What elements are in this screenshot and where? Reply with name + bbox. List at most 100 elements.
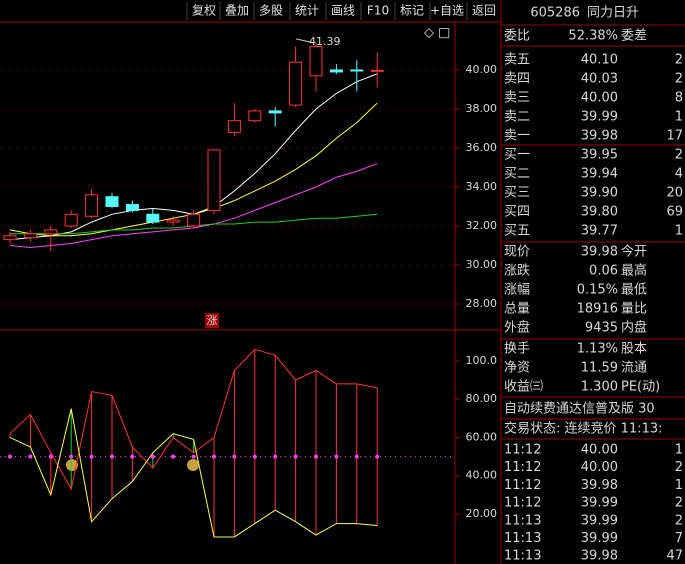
tick-price: 40.00 [581,460,618,475]
stat-label: 最低 [621,283,647,298]
tick-time: 11:12 [504,478,541,493]
y-tick-label: 100.0 [466,354,498,367]
icon[interactable]: ◇ [424,26,434,41]
toolbar-button[interactable]: 多股 [259,4,283,18]
level-dot [212,454,216,459]
book-label: 卖三 [504,91,530,106]
toolbar-button[interactable]: 统计 [295,4,319,18]
stat-label: 换手 [504,342,530,357]
book-label: 买一 [504,148,530,163]
candle-body [187,213,201,227]
tick-time: 11:13 [504,513,541,528]
book-volume: 8 [675,91,683,106]
stat-label: PE(动) [621,380,660,395]
level-dot [334,454,339,459]
stat-label: 外盘 [504,320,530,336]
stat-label: 今开 [621,244,647,260]
book-price: 39.94 [581,167,618,182]
book-volume: 2 [675,53,683,68]
stat-label: 收益㈢ [504,380,543,395]
book-volume: 20 [666,186,683,201]
y-tick-label: 28.00 [466,297,498,310]
stat-value: 39.98 [581,245,618,260]
stat-label: 现价 [504,245,530,260]
y-tick-label: 32.00 [466,219,498,232]
candle-body [44,229,58,235]
icon[interactable]: □ [438,26,450,41]
stat-value: 0.06 [589,264,618,279]
tick-time: 11:12 [504,496,541,511]
candle-body [105,196,119,207]
level-dot [293,454,298,459]
book-volume: 1 [675,224,683,239]
book-label: 卖五 [504,53,530,68]
indicator-line [9,408,378,538]
book-volume: 1 [675,110,683,125]
stock-code: 605286 [530,6,580,21]
stat-value: 0.15% [577,283,618,298]
level-dot [89,454,94,459]
level-dot [150,454,155,459]
book-label: 卖一 [504,129,530,144]
toolbar-button[interactable]: +自选 [430,4,464,18]
tick-price: 39.98 [581,549,618,564]
book-volume: 2 [675,148,683,163]
toolbar-button[interactable]: 画线 [331,4,355,18]
tick-time: 11:13 [504,531,541,546]
annotation-leader [295,38,315,44]
book-label: 买五 [504,224,530,239]
toolbar-button[interactable]: F10 [367,4,389,18]
candle-body [166,219,180,223]
row-value: 52.38% [568,29,618,44]
tick-time: 11:12 [504,443,541,458]
candle-body [146,213,160,223]
level-dot [8,454,12,459]
row-label: 委差 [621,29,647,44]
y-tick-label: 40.00 [466,63,498,76]
level-dot [252,454,257,459]
toolbar-button[interactable]: 复权 [192,4,216,18]
tick-price: 40.00 [581,443,618,458]
y-tick-label: 38.00 [466,102,498,115]
level-dot [354,454,359,459]
level-dot [232,454,237,459]
book-label: 卖四 [504,72,530,87]
tick-volume: 1 [675,478,683,493]
tick-time: 11:12 [504,460,541,475]
stat-label: 流通 [621,361,647,376]
tick-volume: 47 [666,549,683,564]
book-price: 39.98 [581,129,618,144]
banner[interactable]: 自动续费通达信普及版 30 [504,402,655,417]
tick-price: 39.98 [581,478,618,493]
level-dot [130,454,135,459]
tick-volume: 2 [675,460,683,475]
candle-body [85,194,99,217]
tick-volume: 2 [675,513,683,528]
candle-body [370,69,384,72]
candle-body [248,110,262,122]
stat-value: 1.300 [581,380,618,395]
candle-body [23,233,37,239]
book-volume: 17 [666,129,683,144]
book-price: 39.77 [581,224,618,239]
book-price: 40.00 [581,91,618,106]
book-volume: 2 [675,72,683,87]
candle-body [329,69,343,73]
level-dot [48,454,53,459]
toolbar-button[interactable]: 叠加 [225,4,249,18]
y-tick-label: 40.00 [466,469,498,482]
tick-volume: 7 [675,531,683,546]
row-label: 委比 [504,29,530,44]
stat-label: 总量 [504,302,530,317]
toolbar-button[interactable]: 标记 [400,4,424,18]
level-dot [28,454,33,459]
tick-price: 39.99 [581,496,618,511]
toolbar-button[interactable]: 返回 [472,4,496,18]
candle-body [227,120,241,133]
book-volume: 4 [675,167,683,182]
book-price: 39.80 [581,205,618,220]
y-tick-label: 20.00 [466,507,498,520]
